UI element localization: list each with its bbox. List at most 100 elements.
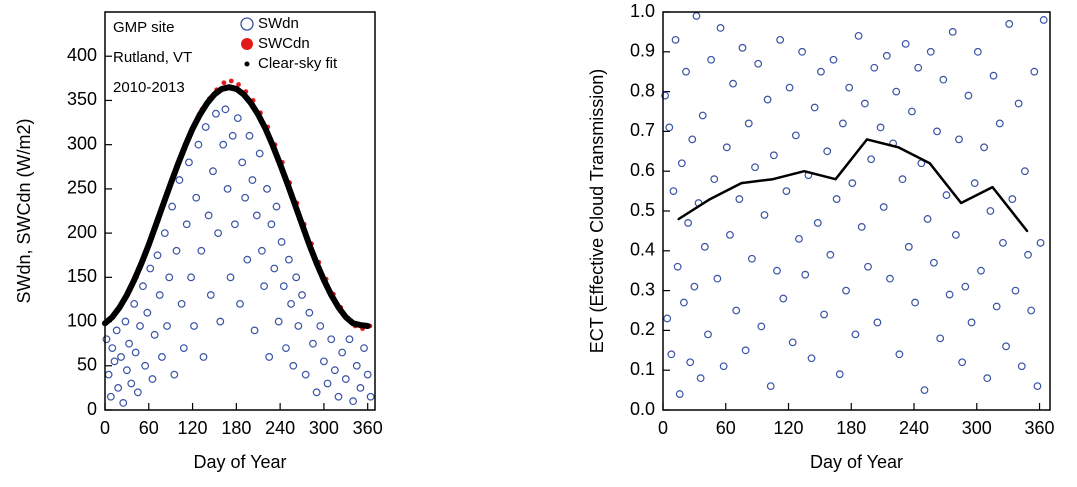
data-point (879, 203, 888, 211)
data-point (272, 202, 281, 211)
data-point (854, 31, 863, 40)
data-point (102, 335, 111, 344)
data-point (698, 111, 707, 120)
data-point (980, 143, 989, 152)
data-point (141, 361, 150, 370)
x-tick-label: 360 (353, 418, 383, 438)
plot-frame (104, 11, 376, 411)
data-point (177, 299, 186, 308)
data-point (939, 75, 948, 84)
data-point (807, 354, 816, 363)
data-point (964, 91, 973, 100)
x-tick-label: 120 (773, 418, 803, 438)
data-point (820, 310, 828, 319)
data-point (973, 47, 982, 56)
data-point (735, 195, 744, 203)
data-point (131, 348, 140, 357)
data-point (238, 158, 247, 167)
data-point (175, 176, 184, 184)
data-point (989, 71, 998, 80)
data-point (663, 314, 672, 323)
data-point (1033, 382, 1042, 391)
data-point (221, 105, 230, 114)
data-point (228, 131, 237, 140)
data-point (882, 51, 891, 60)
x-tick-label: 180 (221, 418, 251, 438)
data-point (892, 87, 901, 96)
data-point (170, 370, 179, 379)
data-point (744, 119, 753, 128)
data-point (729, 79, 737, 88)
data-point (125, 339, 133, 348)
data-point (158, 353, 166, 361)
data-point (948, 28, 957, 36)
data-point (895, 350, 904, 359)
data-point (716, 24, 725, 32)
data-point (992, 302, 1001, 311)
data-point (920, 386, 929, 395)
data-point (748, 254, 756, 263)
data-point (692, 12, 701, 20)
plot: 0.0 0.1 0.2 0.3 0.4 0.5 0.6 0.7 0.8 0.9 1.0 0 60 120 1… (587, 1, 1055, 472)
data-point (667, 350, 676, 359)
data-point (248, 176, 257, 184)
data-point (327, 335, 336, 344)
data-point (826, 250, 835, 259)
data-point (305, 308, 314, 317)
data-point (146, 264, 155, 273)
data-point (334, 392, 343, 401)
data-point (219, 140, 228, 149)
data-point (817, 67, 825, 76)
data-point (265, 353, 274, 361)
data-point (221, 80, 227, 86)
data-point (688, 135, 697, 144)
data-point (199, 353, 208, 361)
data-point (284, 255, 293, 264)
data-point (119, 399, 128, 407)
data-point (1014, 99, 1023, 108)
data-point (122, 366, 131, 375)
data-point (704, 330, 712, 339)
data-point (835, 370, 844, 379)
data-point (153, 251, 162, 260)
data-point (942, 191, 951, 199)
data-point (212, 109, 220, 118)
data-point (829, 55, 838, 64)
data-point (209, 167, 217, 176)
data-point (686, 358, 695, 367)
data-point (127, 379, 136, 388)
y-tick-label: 0.1 (630, 359, 655, 379)
data-point (165, 273, 174, 282)
data-point (732, 306, 741, 315)
y-tick-label: 0.7 (630, 120, 655, 140)
data-point (330, 366, 339, 375)
data-point (301, 370, 310, 379)
data-point (675, 390, 684, 398)
data-point (194, 140, 203, 149)
data-point (665, 123, 674, 132)
data-point (197, 246, 206, 255)
data-point (121, 317, 130, 326)
series-line (102, 84, 371, 329)
data-point (677, 159, 686, 168)
data-point (112, 326, 121, 335)
data-point (801, 270, 810, 279)
x-tick-label: 60 (716, 418, 736, 438)
data-point (252, 211, 261, 220)
data-point (241, 193, 250, 202)
data-point (876, 123, 885, 132)
data-point (986, 207, 995, 215)
data-point (845, 83, 854, 92)
data-point (842, 286, 850, 295)
data-point (1039, 16, 1048, 24)
x-tick-label: 300 (309, 418, 339, 438)
data-point (185, 158, 193, 167)
y-tick-label: 50 (77, 355, 97, 375)
data-point (352, 361, 361, 370)
data-point (719, 362, 728, 371)
data-point (955, 135, 963, 144)
data-point (757, 322, 766, 331)
data-point (282, 344, 290, 352)
y-tick-label: 0 (87, 399, 97, 419)
data-point (233, 114, 242, 123)
